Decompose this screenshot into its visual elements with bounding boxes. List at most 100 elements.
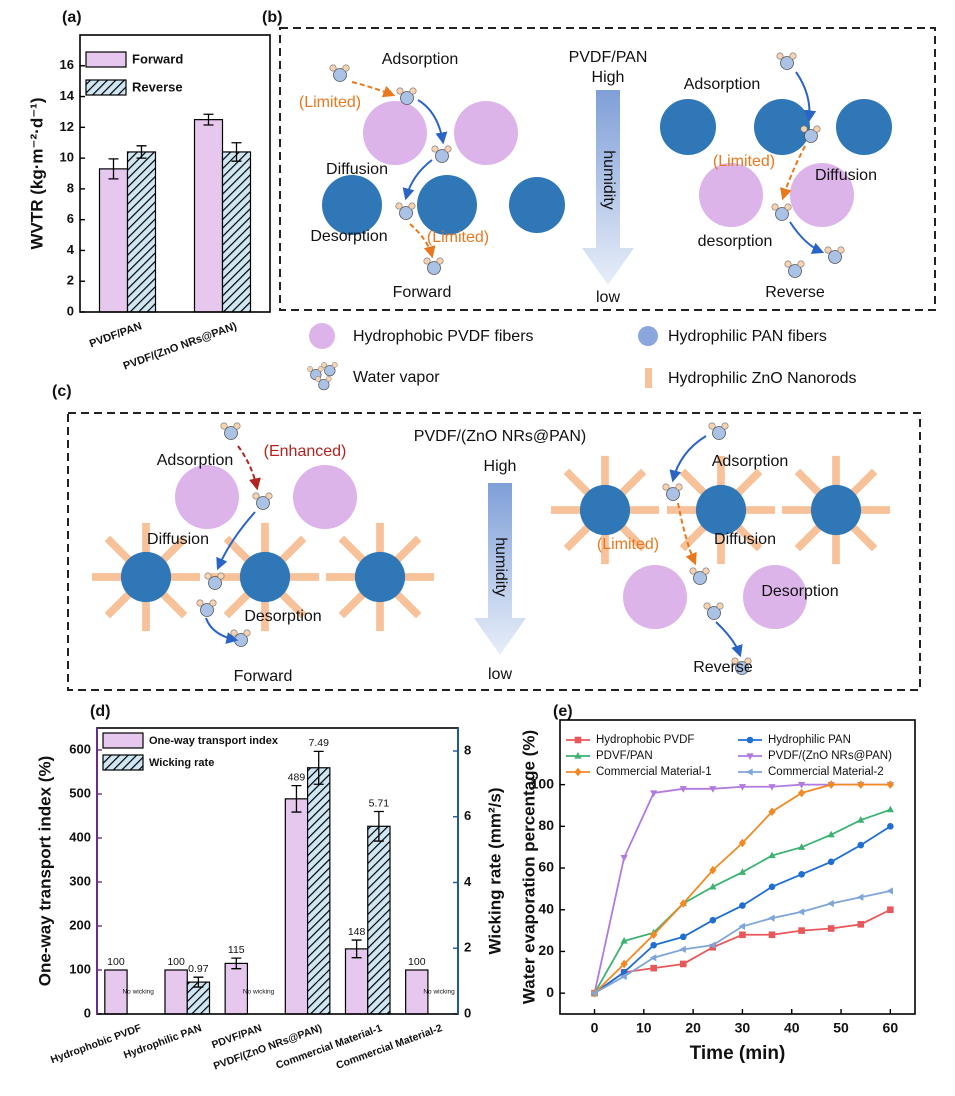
pvdf-fiber (454, 101, 518, 165)
data-point (797, 781, 806, 789)
y-tick-label: 500 (69, 785, 91, 800)
y-tick-label: 12 (60, 119, 74, 134)
data-point (857, 921, 865, 928)
water-molecule (784, 260, 805, 278)
data-point (797, 843, 806, 850)
data-point (679, 945, 686, 953)
data-point (620, 959, 628, 969)
pan-fiber (660, 99, 716, 155)
data-point (649, 954, 657, 962)
data-label: 148 (348, 926, 366, 938)
series-line (593, 783, 891, 994)
panel-label: (e) (553, 703, 573, 720)
arrow (715, 621, 743, 658)
data-point (886, 780, 894, 789)
label: Adsorption (382, 51, 459, 68)
data-point (827, 830, 835, 838)
y-tick-label: 6 (464, 808, 471, 823)
y-tick-label: 20 (538, 942, 554, 958)
water-molecule (824, 246, 845, 264)
arrow (402, 159, 433, 201)
data-point (886, 887, 893, 895)
diagram-c: (c) PVDF/(ZnO NRs@PAN) Adsorption (Enhan… (52, 383, 921, 691)
data-label: No wicking (243, 989, 275, 996)
data-point (620, 972, 627, 981)
water-molecule (703, 602, 724, 620)
legend-marker (746, 768, 753, 776)
water-molecule (252, 492, 273, 510)
legend-label: Hydrophilic PAN (768, 734, 851, 746)
water-molecule (220, 422, 241, 440)
panel-label: (b) (262, 9, 282, 26)
plot-frame (96, 727, 459, 1015)
water-molecule (662, 483, 683, 501)
label: Diffusion (147, 531, 209, 548)
plot-frame (559, 719, 916, 1015)
bar (126, 151, 157, 313)
y-tick-label: 0 (67, 303, 74, 318)
label: Adsorption (712, 453, 789, 470)
data-label: 0.97 (188, 963, 209, 975)
data-point (650, 941, 657, 949)
data-point (709, 786, 717, 793)
y-tick-label: 2 (67, 273, 74, 288)
legend-label: Reverse (132, 79, 183, 94)
y-tick-label: 400 (69, 829, 91, 844)
data-label: 100 (408, 956, 426, 968)
data-point (650, 790, 658, 797)
bar (98, 168, 129, 313)
x-tick-label: 30 (735, 1020, 751, 1036)
arrow (669, 435, 707, 483)
arrow (216, 511, 256, 571)
y-tick-label: 16 (60, 57, 74, 72)
title: PVDF/(ZnO NRs@PAN) (414, 428, 586, 445)
data-label: 100 (167, 956, 185, 968)
error-bar (136, 145, 147, 159)
y-tick-label: 60 (538, 859, 554, 875)
x-tick-label: PVDF/(ZnO NRs@PAN) (212, 1022, 324, 1072)
label: (Limited) (427, 229, 489, 246)
y2-axis-title: Wicking rate (mm²/s) (485, 787, 504, 954)
y-tick-label: 4 (464, 874, 472, 889)
data-point (886, 805, 894, 813)
data-point (856, 893, 864, 901)
water-molecule (196, 599, 217, 617)
label: High (592, 69, 625, 86)
data-point (768, 851, 776, 859)
data-label: No wicking (122, 989, 154, 996)
legend-text: Water vapor (353, 369, 440, 386)
arrow (677, 502, 697, 566)
series-line (593, 908, 891, 994)
x-tick-label: 0 (591, 1020, 599, 1036)
frame (67, 412, 921, 691)
data-point (739, 902, 746, 909)
error-bar (108, 158, 119, 180)
x-tick-label: PVDF/PAN (88, 320, 144, 350)
bar (367, 825, 391, 1015)
data-point (827, 780, 835, 789)
bar (344, 948, 369, 1015)
pvdf-fiber (293, 465, 357, 529)
label: Diffusion (815, 167, 877, 184)
label: desorption (698, 233, 773, 250)
data-point (679, 899, 687, 908)
x-tick-label: Commercial Material-2 (335, 1022, 445, 1072)
label: low (596, 289, 620, 306)
data-label: 100 (107, 956, 125, 968)
legend-marker (574, 736, 582, 744)
x-axis-title: Time (min) (690, 1043, 786, 1064)
data-point (650, 964, 657, 972)
label: (Limited) (597, 536, 659, 553)
legend-label: Hydrophobic PVDF (596, 734, 694, 746)
data-point (738, 922, 746, 931)
arrow (409, 223, 436, 259)
water-molecule (708, 422, 729, 440)
legend-text: Hydrophilic ZnO Nanorods (668, 370, 857, 387)
data-point (798, 870, 805, 878)
pan-fiber (322, 175, 382, 235)
data-point (738, 838, 747, 848)
water-molecule (689, 567, 710, 585)
data-point (768, 807, 776, 817)
y-tick-label: 100 (531, 775, 555, 791)
label: (Limited) (713, 153, 775, 170)
